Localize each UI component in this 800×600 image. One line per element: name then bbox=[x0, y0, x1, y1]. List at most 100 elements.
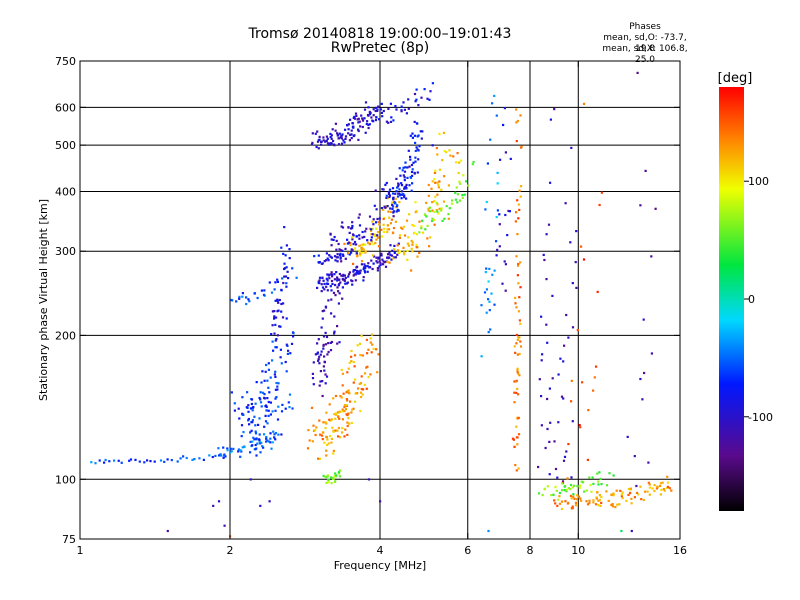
data-point-E1 bbox=[251, 440, 254, 443]
data-point-F2x bbox=[371, 254, 375, 257]
data-point-col66 bbox=[495, 240, 498, 243]
data-point-F1o bbox=[325, 285, 328, 288]
data-point-F1bo bbox=[346, 238, 349, 241]
data-point-F1o bbox=[370, 259, 373, 262]
data-point-col66 bbox=[496, 182, 499, 185]
data-point-Hspread bbox=[344, 135, 348, 138]
data-point-col66 bbox=[486, 162, 489, 165]
data-point-Hspread bbox=[350, 137, 353, 140]
data-point-F1o bbox=[364, 264, 367, 268]
data-point-Hspread bbox=[367, 106, 370, 109]
data-point-F1o bbox=[344, 282, 347, 285]
data-point-E1 bbox=[226, 449, 229, 452]
data-point-Htop bbox=[414, 100, 417, 103]
data-point-col66 bbox=[484, 208, 487, 211]
data-point-F2x bbox=[390, 218, 393, 221]
data-point-Htop bbox=[389, 120, 393, 123]
data-point-Fmid bbox=[376, 234, 379, 237]
data-point-col66 bbox=[493, 94, 496, 97]
data-point-tail bbox=[619, 489, 622, 492]
data-point-Xbot bbox=[359, 354, 362, 357]
data-point-Xbot bbox=[337, 426, 340, 430]
data-point-E4 bbox=[280, 246, 283, 249]
data-point-F1o bbox=[371, 267, 374, 271]
data-point-F1o bbox=[352, 270, 355, 273]
data-point-F2mix bbox=[413, 224, 416, 227]
data-point-Hspread bbox=[317, 147, 320, 150]
data-point-Hspread bbox=[359, 125, 362, 128]
data-point-E1 bbox=[240, 450, 243, 453]
data-point-tail bbox=[627, 493, 630, 496]
data-point-E1 bbox=[239, 449, 242, 452]
data-point-E2 bbox=[290, 342, 294, 345]
data-point-F2x bbox=[385, 205, 388, 208]
data-point-Obot bbox=[332, 291, 336, 294]
data-point-E2 bbox=[263, 397, 266, 400]
data-point-col94 bbox=[557, 421, 560, 424]
data-point-E2 bbox=[245, 406, 248, 409]
data-point-Fmid bbox=[351, 226, 354, 230]
data-point-Fmid bbox=[330, 238, 333, 241]
data-point-E2 bbox=[261, 370, 264, 373]
data-point-Xbot bbox=[341, 372, 344, 375]
data-point-Es3 bbox=[334, 472, 337, 475]
data-point-lowF bbox=[134, 458, 137, 461]
data-point-Fmid bbox=[373, 204, 376, 207]
data-point-E2 bbox=[247, 410, 250, 413]
data-point-F2mix bbox=[394, 220, 397, 223]
data-point-F2mix bbox=[420, 225, 423, 228]
data-point-Xbot bbox=[365, 338, 368, 341]
data-point-F2o bbox=[411, 174, 414, 177]
data-point-F2x bbox=[398, 201, 401, 204]
data-point-E4 bbox=[281, 316, 285, 319]
data-point-Xbot bbox=[370, 351, 373, 354]
data-point-Xbot bbox=[333, 413, 336, 416]
data-point-tail bbox=[616, 503, 619, 506]
data-point-F1o bbox=[345, 282, 348, 285]
data-point-Fmid bbox=[351, 221, 354, 224]
data-point-F2mix bbox=[401, 227, 404, 230]
colorbar-label: [deg] bbox=[718, 71, 753, 86]
data-point-col75 bbox=[513, 391, 516, 394]
data-point-Fcusp bbox=[421, 219, 424, 222]
data-point-col66 bbox=[495, 215, 498, 219]
data-point-col86 bbox=[545, 323, 548, 326]
data-point-col66 bbox=[485, 288, 488, 291]
data-point-Xbot bbox=[366, 365, 369, 368]
data-point-E2 bbox=[284, 360, 287, 364]
data-point-col10 bbox=[567, 443, 570, 446]
data-point-Hspread bbox=[341, 133, 344, 136]
data-point-Xbot bbox=[360, 334, 363, 338]
data-point-F2x bbox=[392, 227, 396, 230]
data-point-col13 bbox=[633, 455, 636, 458]
data-point-Hspread bbox=[340, 142, 344, 145]
data-point-Xbot bbox=[347, 389, 350, 392]
data-point-lowF bbox=[220, 454, 223, 457]
data-point-F2mix bbox=[438, 168, 442, 171]
data-point-F2mix bbox=[407, 236, 410, 239]
data-point-col94 bbox=[563, 344, 566, 347]
data-point-Xbot bbox=[337, 411, 340, 414]
data-point-F2o bbox=[408, 184, 411, 187]
data-point-Xbot bbox=[352, 360, 355, 364]
data-point-Xbot bbox=[359, 391, 363, 394]
data-point-col86 bbox=[546, 427, 549, 431]
data-point-Xbot bbox=[343, 410, 346, 413]
y-tick-label: 300 bbox=[55, 245, 76, 258]
data-point-Htop bbox=[387, 121, 390, 124]
data-point-Fcusp bbox=[423, 213, 427, 217]
data-point-Hspread bbox=[349, 118, 352, 121]
data-point-F2x bbox=[361, 244, 364, 247]
data-point-Fcusp bbox=[426, 224, 429, 227]
data-point-E2 bbox=[273, 373, 276, 376]
data-point-col75 bbox=[516, 233, 519, 236]
data-point-E4 bbox=[279, 325, 282, 328]
data-point-col86 bbox=[545, 278, 548, 281]
data-point-Xbot bbox=[359, 409, 362, 413]
data-point-col13 bbox=[636, 71, 639, 74]
data-point-col75 bbox=[519, 286, 522, 289]
colorbar bbox=[719, 87, 744, 511]
data-point-col10 bbox=[592, 389, 595, 392]
data-point-F2mix bbox=[414, 201, 417, 204]
data-point-tail bbox=[629, 488, 632, 491]
